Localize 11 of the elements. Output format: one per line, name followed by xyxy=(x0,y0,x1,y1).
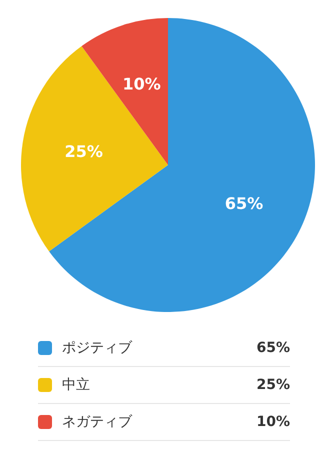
pie-slice xyxy=(49,18,315,312)
legend-label: ポジティブ xyxy=(62,339,134,357)
data-label: 25% xyxy=(64,142,103,162)
data-label: 10% xyxy=(122,74,161,94)
text: 10% xyxy=(256,414,290,430)
data-label: 65% xyxy=(224,194,264,214)
pie-slice xyxy=(21,46,168,252)
text: 25% xyxy=(256,377,290,393)
legend-label: 中立 xyxy=(62,376,91,394)
legend-label: ネガティブ xyxy=(62,413,134,431)
text: 65% xyxy=(256,340,290,356)
